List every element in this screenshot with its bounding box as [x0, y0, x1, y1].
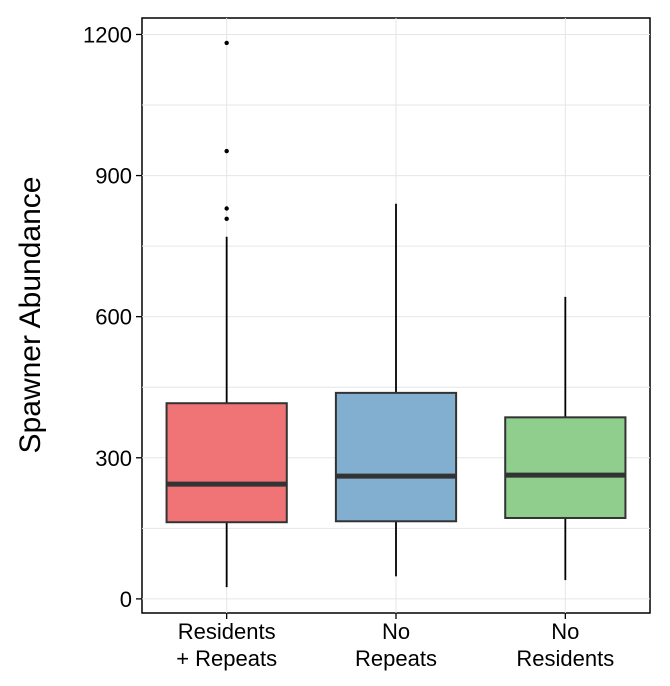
- y-axis: 0 300 600 900 1200: [83, 22, 142, 612]
- box-group: [334, 203, 458, 577]
- box: [165, 402, 288, 524]
- x-tick-label: Residents + Repeats: [176, 619, 277, 671]
- x-tick-label-line: Repeats: [355, 646, 437, 671]
- x-tick-label: No Residents: [516, 619, 614, 671]
- y-tick-label: 600: [95, 305, 132, 330]
- outlier-point: [224, 148, 229, 154]
- box-group: [165, 40, 288, 588]
- boxes: [165, 40, 627, 588]
- y-axis-title: Spawner Abundance: [14, 177, 47, 454]
- x-tick-label: No Repeats: [355, 619, 437, 671]
- x-tick-label-line: + Repeats: [176, 646, 277, 671]
- y-tick-label: 1200: [83, 22, 132, 47]
- y-tick-label: 900: [95, 164, 132, 189]
- outlier-point: [224, 206, 229, 211]
- outlier-point: [224, 216, 229, 222]
- x-tick-label-line: No: [382, 619, 410, 644]
- box: [504, 416, 627, 519]
- x-tick-label-line: No: [551, 619, 579, 644]
- y-tick-label: 300: [95, 446, 132, 471]
- box-group: [504, 296, 627, 581]
- x-tick-label-line: Residents: [178, 619, 276, 644]
- x-tick-label-line: Residents: [516, 646, 614, 671]
- outlier-point: [224, 40, 229, 46]
- box: [334, 391, 458, 523]
- y-tick-label: 0: [120, 587, 132, 612]
